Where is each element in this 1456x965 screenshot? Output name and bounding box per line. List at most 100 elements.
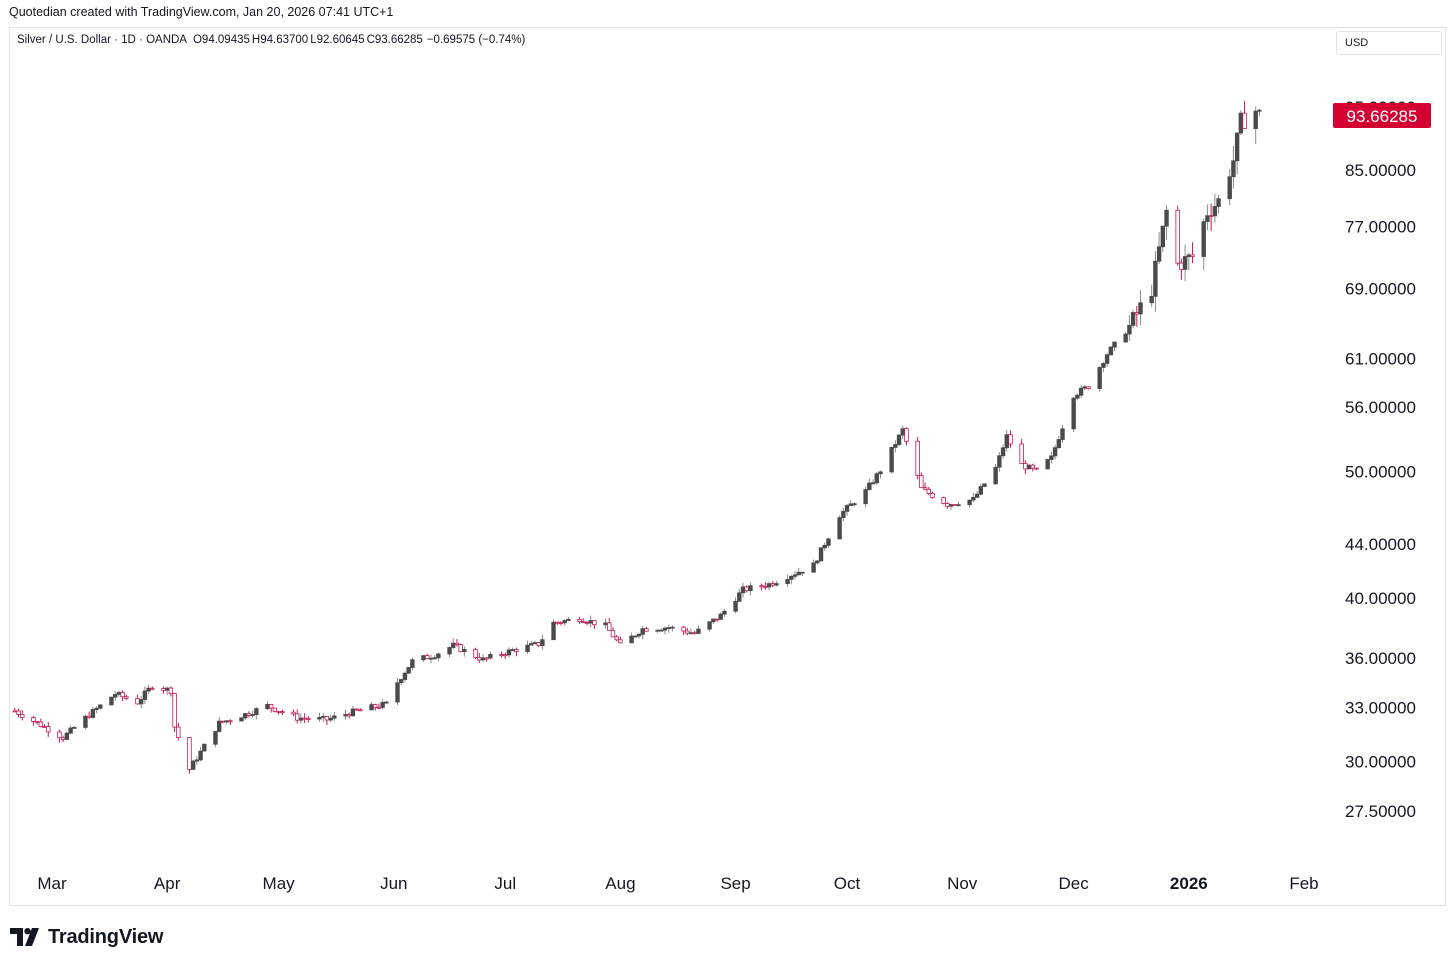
candle	[540, 634, 545, 650]
candle	[1227, 169, 1232, 206]
candle	[395, 678, 400, 705]
candle	[514, 647, 519, 657]
candle	[90, 707, 96, 719]
candle	[298, 713, 304, 724]
currency-selector[interactable]: USD	[1336, 31, 1442, 55]
candle	[321, 713, 326, 722]
candle	[915, 437, 920, 480]
candle	[800, 571, 805, 577]
candle	[242, 713, 248, 720]
candle	[250, 710, 255, 718]
candle	[874, 471, 879, 485]
y-tick-label: 44.00000	[1345, 535, 1416, 554]
candle	[945, 502, 950, 509]
candle	[46, 721, 51, 737]
candle	[956, 501, 961, 507]
candle	[428, 654, 434, 664]
candle	[848, 500, 853, 506]
y-tick-label: 40.00000	[1345, 589, 1416, 608]
candle	[536, 642, 541, 648]
candle	[12, 708, 18, 713]
candle	[60, 735, 66, 743]
candle	[1004, 430, 1009, 452]
candle	[268, 704, 274, 713]
candle	[138, 695, 144, 709]
candle	[614, 634, 619, 642]
y-tick-label: 27.50000	[1345, 802, 1416, 821]
candle	[919, 472, 924, 489]
candle	[532, 640, 538, 645]
candle	[852, 502, 857, 507]
candle	[792, 571, 798, 580]
candle	[763, 582, 768, 590]
candle	[506, 647, 512, 658]
candle	[878, 470, 883, 479]
candle	[1097, 366, 1102, 392]
candle	[837, 515, 842, 540]
last-price-marker: 93.66285	[1333, 103, 1431, 129]
candle	[1242, 100, 1247, 129]
candle	[350, 705, 356, 717]
legend-change: −0.69575 (−0.74%)	[426, 34, 526, 46]
candle	[1231, 146, 1236, 189]
candle	[410, 657, 415, 671]
candle	[1030, 463, 1035, 472]
candle	[1201, 218, 1206, 271]
candle	[83, 714, 88, 730]
candle	[610, 627, 616, 638]
x-tick-label: Mar	[37, 874, 67, 893]
price-axis: 27.50000 30.00000 33.00000 36.00000 40.00000…	[1345, 98, 1416, 821]
symbol-legend: Silver / U.S. Dollar · 1D · OANDA O94.094…	[17, 34, 531, 46]
candle	[826, 537, 831, 548]
candle	[280, 709, 285, 715]
candle	[176, 722, 181, 741]
candle	[224, 720, 229, 724]
candle	[588, 615, 593, 628]
candle	[454, 639, 460, 647]
candle	[254, 706, 259, 720]
last-price-label: 93.66285	[1347, 107, 1418, 126]
x-tick-label: Dec	[1059, 874, 1090, 893]
candle	[1234, 132, 1240, 175]
x-tick-label: May	[263, 874, 296, 893]
candle	[562, 619, 567, 626]
y-tick-label: 85.00000	[1345, 161, 1416, 180]
candle	[1205, 204, 1210, 231]
candle	[42, 724, 47, 728]
candle	[120, 690, 125, 702]
candle	[1049, 451, 1054, 464]
candle	[889, 446, 894, 474]
candle	[112, 690, 118, 701]
candle	[1112, 341, 1117, 352]
candle	[644, 626, 649, 632]
candle	[551, 619, 556, 641]
candle	[38, 718, 44, 728]
candle	[603, 618, 608, 629]
candle	[722, 608, 727, 617]
candle	[1008, 430, 1013, 448]
x-tick-label: Aug	[605, 874, 635, 893]
candle	[982, 483, 987, 488]
candle	[425, 653, 430, 660]
candle	[1127, 315, 1132, 341]
candle	[1104, 352, 1110, 367]
candle	[499, 651, 504, 658]
candle	[198, 746, 203, 762]
candle	[246, 711, 252, 718]
candle	[1175, 205, 1180, 266]
tradingview-logo[interactable]: TradingView	[10, 924, 163, 950]
candle	[1130, 309, 1136, 329]
candle	[306, 716, 311, 723]
y-tick-label: 36.00000	[1345, 649, 1416, 668]
candle	[636, 633, 642, 639]
candle	[213, 731, 218, 747]
candle	[57, 729, 62, 743]
candle	[462, 646, 467, 657]
candle	[1153, 251, 1158, 312]
candle	[692, 630, 697, 635]
candle	[1123, 331, 1128, 343]
candle	[1186, 252, 1192, 271]
candle	[1156, 232, 1162, 265]
candle	[161, 686, 166, 694]
